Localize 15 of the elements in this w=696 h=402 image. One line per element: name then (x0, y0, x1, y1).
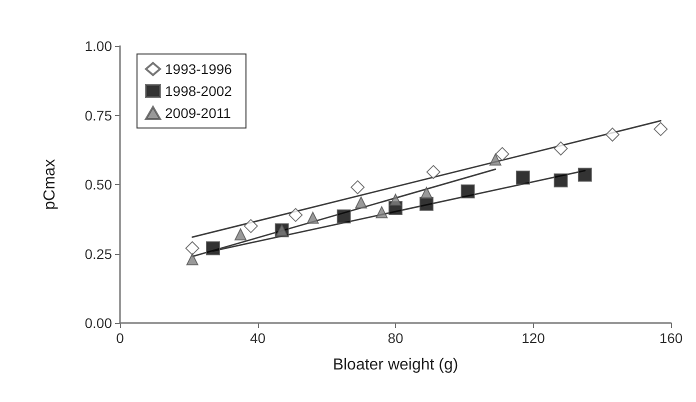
x-tick-label: 0 (116, 330, 124, 346)
x-tick-label: 40 (250, 330, 266, 346)
y-tick-label: 0.75 (84, 107, 112, 124)
legend-label: 2009-2011 (165, 105, 232, 121)
x-tick-label: 160 (659, 330, 683, 346)
y-tick-label: 1.00 (84, 38, 112, 54)
y-axis-title: pCmax (42, 159, 58, 210)
y-tick-label: 0.50 (84, 176, 112, 192)
y-tick-label: 0.00 (84, 315, 112, 331)
y-tick-label: 0.25 (84, 246, 112, 262)
legend-label: 1993-1996 (165, 61, 232, 77)
x-axis-title: Bloater weight (g) (332, 356, 458, 374)
x-tick-label: 80 (388, 330, 404, 346)
legend-label: 1998-2002 (165, 83, 232, 99)
x-tick-label: 120 (522, 330, 546, 346)
